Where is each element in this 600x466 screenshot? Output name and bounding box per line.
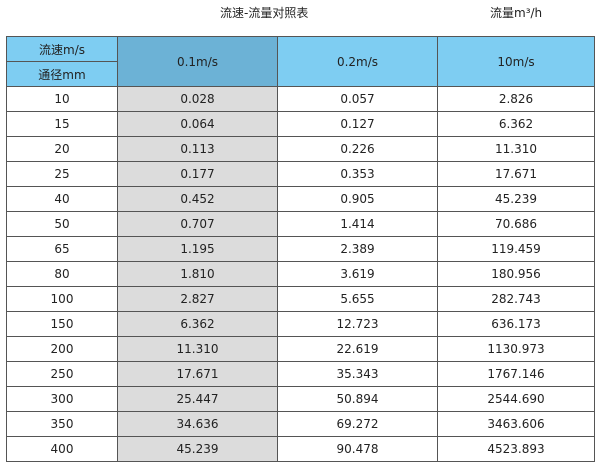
flow-cell: 25.447 xyxy=(117,386,278,412)
flow-cell: 6.362 xyxy=(117,311,278,337)
flow-cell: 3.619 xyxy=(277,261,438,287)
flow-cell: 3463.606 xyxy=(437,411,595,437)
column-header: 0.2m/s xyxy=(277,36,438,87)
flow-cell: 12.723 xyxy=(277,311,438,337)
flow-cell: 180.956 xyxy=(437,261,595,287)
flow-cell: 11.310 xyxy=(117,336,278,362)
diameter-cell: 80 xyxy=(6,261,118,287)
table-row: 50 0.707 1.414 70.686 xyxy=(6,211,595,237)
flow-cell: 0.127 xyxy=(277,111,438,137)
flow-cell: 69.272 xyxy=(277,411,438,437)
flow-cell: 282.743 xyxy=(437,286,595,312)
table-row: 25 0.177 0.353 17.671 xyxy=(6,161,595,187)
flow-cell: 22.619 xyxy=(277,336,438,362)
diameter-cell: 400 xyxy=(6,436,118,462)
column-header: 0.1m/s xyxy=(117,36,278,87)
flow-cell: 2.826 xyxy=(437,86,595,112)
diameter-cell: 250 xyxy=(6,361,118,387)
flow-cell: 0.905 xyxy=(277,186,438,212)
flow-cell: 0.353 xyxy=(277,161,438,187)
flow-cell: 0.057 xyxy=(277,86,438,112)
flow-cell: 70.686 xyxy=(437,211,595,237)
flow-cell: 1.195 xyxy=(117,236,278,262)
flow-cell: 2544.690 xyxy=(437,386,595,412)
table-row: 65 1.195 2.389 119.459 xyxy=(6,236,595,262)
flow-cell: 17.671 xyxy=(437,161,595,187)
flow-cell: 0.452 xyxy=(117,186,278,212)
flow-cell: 17.671 xyxy=(117,361,278,387)
flow-table: 流速m/s 0.1m/s 0.2m/s 10m/s 通径mm 10 0.028 0.… xyxy=(6,36,595,462)
flow-cell: 1767.146 xyxy=(437,361,595,387)
table-row: 200 11.310 22.619 1130.973 xyxy=(6,336,595,362)
table-title: 流速-流量对照表 xyxy=(220,6,309,20)
flow-cell: 0.177 xyxy=(117,161,278,187)
table-row: 150 6.362 12.723 636.173 xyxy=(6,311,595,337)
flow-cell: 1.414 xyxy=(277,211,438,237)
flow-cell: 45.239 xyxy=(437,186,595,212)
diameter-cell: 200 xyxy=(6,336,118,362)
diameter-cell: 100 xyxy=(6,286,118,312)
flow-cell: 2.827 xyxy=(117,286,278,312)
flow-cell: 6.362 xyxy=(437,111,595,137)
flow-cell: 636.173 xyxy=(437,311,595,337)
flow-cell: 0.064 xyxy=(117,111,278,137)
flow-cell: 45.239 xyxy=(117,436,278,462)
table-row: 10 0.028 0.057 2.826 xyxy=(6,86,595,112)
flow-cell: 4523.893 xyxy=(437,436,595,462)
diameter-cell: 350 xyxy=(6,411,118,437)
table-row: 15 0.064 0.127 6.362 xyxy=(6,111,595,137)
flow-cell: 2.389 xyxy=(277,236,438,262)
table-row: 400 45.239 90.478 4523.893 xyxy=(6,436,595,462)
flow-cell: 90.478 xyxy=(277,436,438,462)
flow-cell: 0.707 xyxy=(117,211,278,237)
flow-cell: 35.343 xyxy=(277,361,438,387)
flow-cell: 0.028 xyxy=(117,86,278,112)
table-row: 300 25.447 50.894 2544.690 xyxy=(6,386,595,412)
diameter-cell: 65 xyxy=(6,236,118,262)
diameter-cell: 50 xyxy=(6,211,118,237)
diameter-cell: 10 xyxy=(6,86,118,112)
diameter-cell: 20 xyxy=(6,136,118,162)
unit-label: 流量m³/h xyxy=(490,6,543,20)
column-header: 10m/s xyxy=(437,36,595,87)
diameter-cell: 15 xyxy=(6,111,118,137)
diameter-cell: 25 xyxy=(6,161,118,187)
flow-cell: 50.894 xyxy=(277,386,438,412)
flow-cell: 34.636 xyxy=(117,411,278,437)
table-row: 350 34.636 69.272 3463.606 xyxy=(6,411,595,437)
diameter-cell: 150 xyxy=(6,311,118,337)
flow-cell: 0.226 xyxy=(277,136,438,162)
flow-cell: 1.810 xyxy=(117,261,278,287)
diameter-header: 通径mm xyxy=(6,61,118,87)
table-row: 80 1.810 3.619 180.956 xyxy=(6,261,595,287)
flow-cell: 119.459 xyxy=(437,236,595,262)
table-row: 20 0.113 0.226 11.310 xyxy=(6,136,595,162)
table-row: 100 2.827 5.655 282.743 xyxy=(6,286,595,312)
flow-cell: 0.113 xyxy=(117,136,278,162)
velocity-header: 流速m/s xyxy=(6,36,118,62)
diameter-cell: 40 xyxy=(6,186,118,212)
table-row: 250 17.671 35.343 1767.146 xyxy=(6,361,595,387)
table-row: 40 0.452 0.905 45.239 xyxy=(6,186,595,212)
flow-cell: 5.655 xyxy=(277,286,438,312)
flow-cell: 1130.973 xyxy=(437,336,595,362)
flow-cell: 11.310 xyxy=(437,136,595,162)
diameter-cell: 300 xyxy=(6,386,118,412)
